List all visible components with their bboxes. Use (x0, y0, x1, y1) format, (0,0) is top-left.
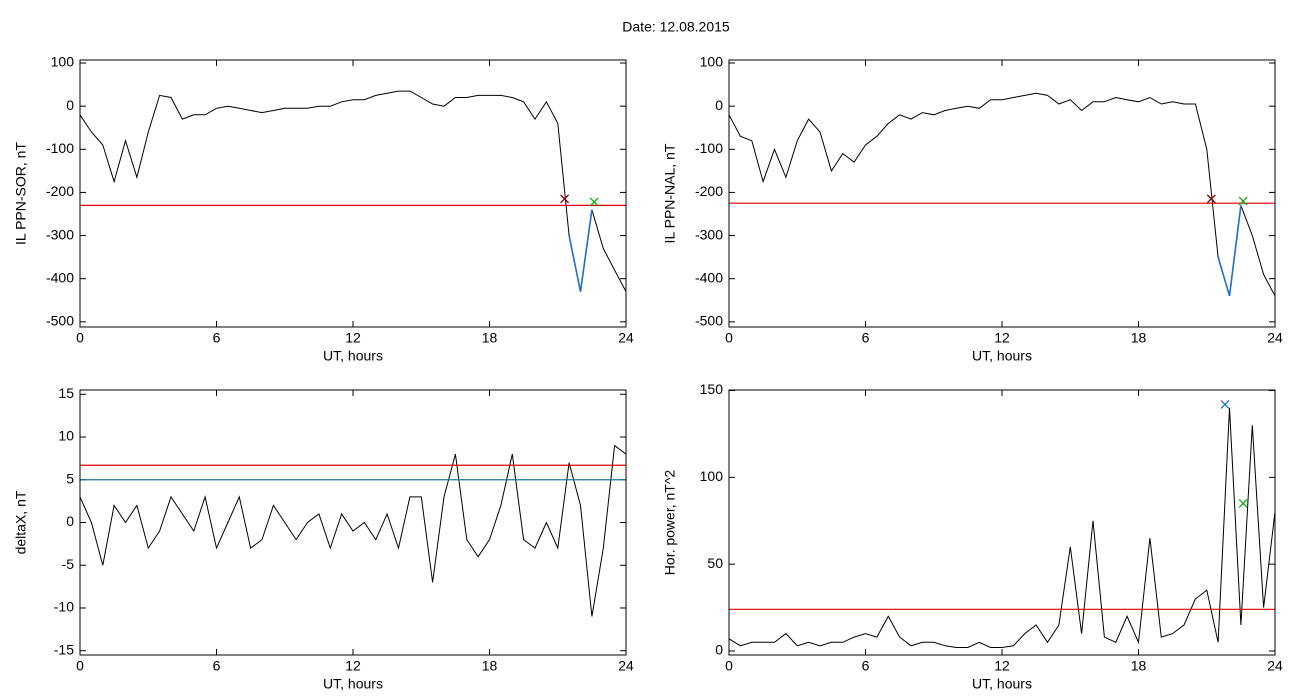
y-tick-label: -500 (46, 313, 74, 329)
y-tick-label: 0 (715, 97, 723, 113)
page-title: Date: 12.08.2015 (622, 19, 730, 35)
x-tick-label: 24 (618, 658, 634, 674)
x-tick-label: 6 (862, 658, 870, 674)
data-line (568, 209, 593, 292)
x-tick-label: 12 (345, 330, 361, 346)
cross-marker (1238, 196, 1248, 206)
x-axis-label: UT, hours (972, 348, 1032, 364)
y-axis-label: IL PPN-SOR, nT (13, 142, 29, 245)
x-tick-label: 6 (213, 330, 221, 346)
y-tick-label: -10 (54, 599, 74, 615)
y-tick-label: -300 (695, 226, 723, 242)
y-tick-label: -200 (695, 183, 723, 199)
cross-marker (1220, 399, 1230, 409)
y-tick-label: 100 (51, 54, 75, 70)
plot-frame (79, 389, 627, 656)
y-tick-label: -100 (695, 140, 723, 156)
data-line (79, 444, 627, 617)
y-tick-label: 50 (707, 555, 723, 571)
y-tick-label: -500 (695, 313, 723, 329)
y-axis-label: deltaX, nT (13, 490, 29, 554)
x-tick-label: 18 (1131, 330, 1147, 346)
y-axis-label: IL PPN-NAL, nT (662, 143, 678, 243)
plot-frame (728, 59, 1276, 328)
data-line (79, 90, 627, 292)
data-line (728, 92, 1276, 297)
cross-marker (589, 197, 599, 207)
x-tick-label: 24 (1267, 658, 1283, 674)
y-tick-label: 5 (66, 470, 74, 486)
y-tick-label: -5 (62, 556, 75, 572)
plot-frame (79, 59, 627, 328)
data-line (728, 407, 1276, 648)
y-tick-label: -300 (46, 226, 74, 242)
y-tick-label: 100 (700, 468, 724, 484)
y-tick-label: -400 (46, 269, 74, 285)
x-tick-label: 0 (76, 330, 84, 346)
x-tick-label: 24 (1267, 330, 1283, 346)
y-tick-label: 0 (66, 97, 74, 113)
x-axis-label: UT, hours (323, 676, 383, 692)
y-tick-label: -200 (46, 183, 74, 199)
cross-marker (1206, 194, 1216, 204)
y-tick-label: 100 (700, 54, 724, 70)
y-tick-label: -100 (46, 140, 74, 156)
y-tick-label: 15 (58, 385, 74, 401)
y-tick-label: 0 (715, 642, 723, 658)
x-axis-label: UT, hours (972, 676, 1032, 692)
y-axis-label: Hor. power, nT^2 (662, 470, 678, 576)
x-tick-label: 18 (482, 330, 498, 346)
plot-frame (728, 389, 1276, 656)
x-tick-label: 12 (994, 658, 1010, 674)
x-tick-label: 6 (213, 658, 221, 674)
y-tick-label: 0 (66, 513, 74, 529)
cross-marker (560, 194, 570, 204)
y-tick-label: 10 (58, 428, 74, 444)
y-tick-label: -400 (695, 269, 723, 285)
data-line (1217, 205, 1242, 297)
y-tick-label: 150 (700, 381, 724, 397)
x-tick-label: 12 (345, 658, 361, 674)
x-tick-label: 12 (994, 330, 1010, 346)
x-tick-label: 6 (862, 330, 870, 346)
x-tick-label: 0 (725, 658, 733, 674)
x-axis-label: UT, hours (323, 348, 383, 364)
x-tick-label: 18 (482, 658, 498, 674)
cross-marker (1238, 498, 1248, 508)
x-tick-label: 0 (76, 658, 84, 674)
x-tick-label: 18 (1131, 658, 1147, 674)
x-tick-label: 24 (618, 330, 634, 346)
x-tick-label: 0 (725, 330, 733, 346)
y-tick-label: -15 (54, 641, 74, 657)
